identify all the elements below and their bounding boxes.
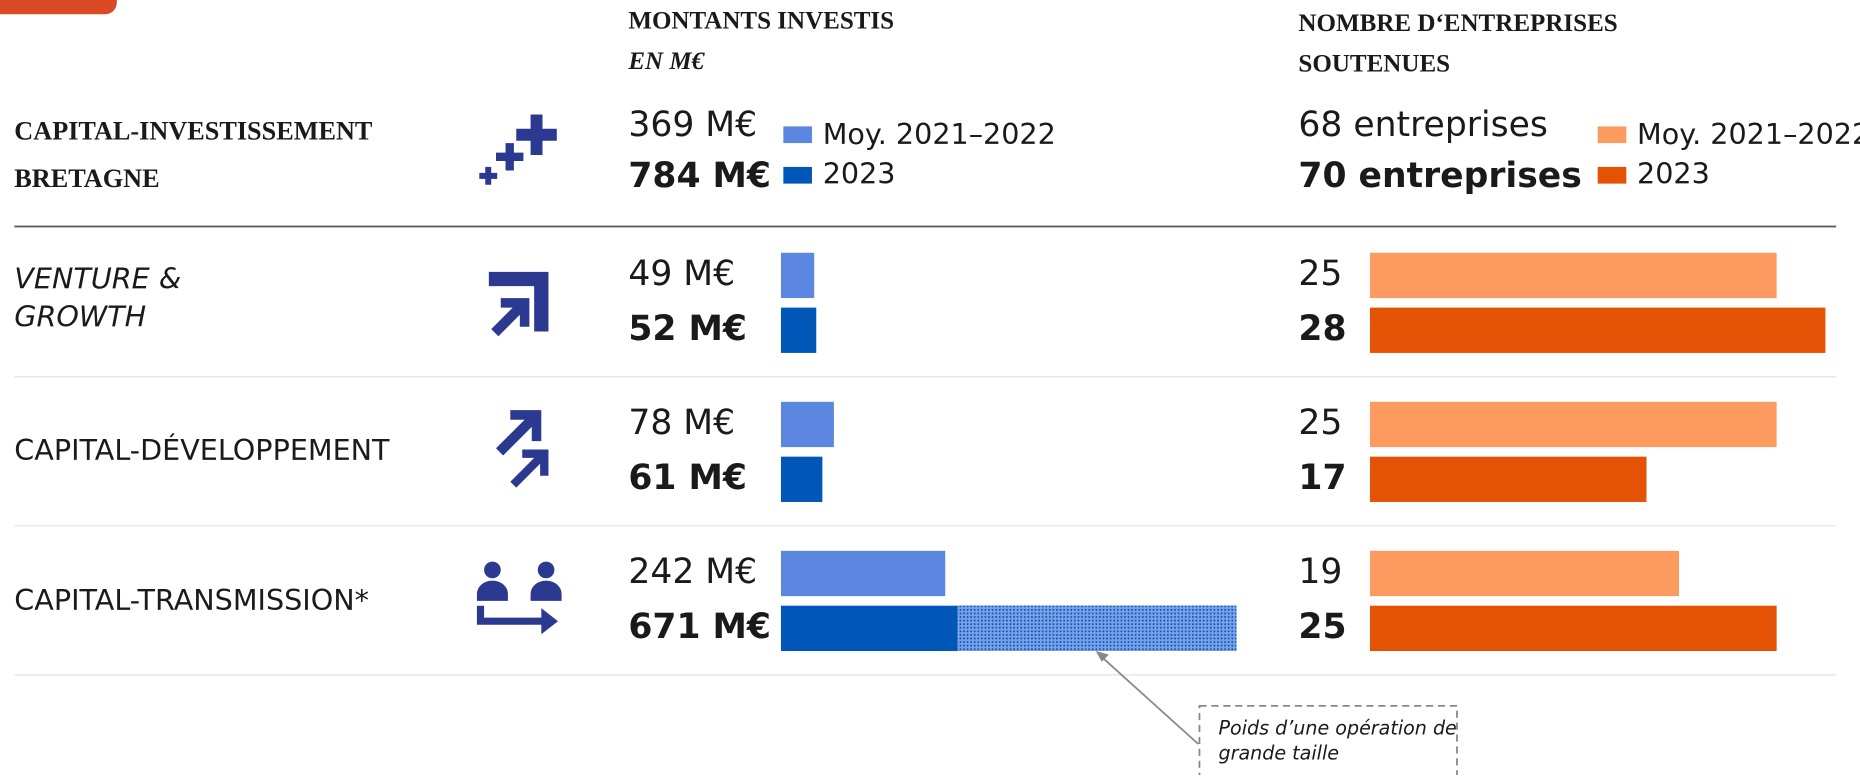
icon-venture bbox=[488, 271, 549, 337]
value-label: 671 M€ bbox=[628, 607, 771, 647]
large-operation bbox=[957, 605, 1237, 651]
total-label: 70 entreprises bbox=[1298, 156, 1581, 196]
value-label: 61 M€ bbox=[628, 458, 747, 498]
row-header-text: CAPITAL-INVESTISSEMENT BRETAGNE bbox=[14, 115, 372, 194]
bar bbox=[1369, 252, 1777, 299]
total-label: 68 entreprises bbox=[1298, 105, 1547, 145]
legend-swatch bbox=[1597, 126, 1627, 144]
value-label: 19 bbox=[1298, 552, 1342, 592]
icon-total bbox=[479, 114, 557, 185]
value-label: 242 M€ bbox=[628, 552, 757, 592]
tab bbox=[0, 0, 117, 15]
value-label: 49 M€ bbox=[628, 254, 735, 294]
bar bbox=[1369, 456, 1647, 502]
value-label: 28 bbox=[1298, 309, 1346, 349]
value-label: 25 bbox=[1298, 607, 1346, 647]
annotation-fo: Poids d’une opération de grande taille bbox=[1218, 716, 1457, 765]
value-label: 17 bbox=[1298, 458, 1346, 498]
legend-swatch bbox=[783, 126, 812, 144]
chart-subtitle: EN M€ bbox=[627, 48, 705, 75]
icon-dev bbox=[496, 410, 549, 488]
bar bbox=[780, 252, 815, 299]
legend-swatch bbox=[1597, 166, 1627, 184]
value-label: 52 M€ bbox=[628, 309, 747, 349]
value-label: 78 M€ bbox=[628, 403, 735, 443]
arrow-head bbox=[1095, 651, 1109, 662]
category-label: VENTURE & GROWTH bbox=[14, 262, 182, 334]
legend-label: 2023 bbox=[1637, 156, 1710, 190]
legend-swatch bbox=[783, 166, 812, 184]
row-header: CAPITAL-INVESTISSEMENT BRETAGNE bbox=[14, 115, 372, 194]
bar bbox=[1369, 550, 1680, 597]
total-label: 784 M€ bbox=[628, 156, 771, 196]
icon-transmission bbox=[476, 561, 562, 635]
annotation-box bbox=[1198, 704, 1458, 779]
cat-label-box: VENTURE & GROWTH bbox=[14, 262, 182, 334]
chart-title: MONTANTS INVESTIS bbox=[628, 7, 894, 34]
legend-label: 2023 bbox=[823, 156, 896, 190]
value-label: 25 bbox=[1298, 254, 1342, 294]
category-label: CAPITAL-TRANSMISSION* bbox=[14, 583, 369, 617]
bar bbox=[780, 307, 817, 353]
bar bbox=[1369, 605, 1777, 651]
legend-label: Moy. 2021–2022 bbox=[1637, 117, 1860, 151]
category-label: CAPITAL-DÉVELOPPEMENT bbox=[14, 433, 390, 467]
legend-label: Moy. 2021–2022 bbox=[823, 117, 1056, 151]
total-label: 369 M€ bbox=[628, 105, 757, 145]
bar bbox=[780, 550, 946, 597]
title-box: NOMBRE D‘ENTREPRISES SOUTENUES bbox=[1298, 8, 1618, 78]
bar bbox=[1369, 401, 1777, 448]
annotation-text: Poids d’une opération de grande taille bbox=[1218, 716, 1457, 765]
annotation-arrow bbox=[1101, 656, 1199, 745]
bar bbox=[780, 401, 834, 448]
chart-title: NOMBRE D‘ENTREPRISES SOUTENUES bbox=[1298, 8, 1618, 78]
value-label: 25 bbox=[1298, 403, 1342, 443]
bar bbox=[1369, 307, 1826, 353]
bar bbox=[780, 456, 823, 502]
